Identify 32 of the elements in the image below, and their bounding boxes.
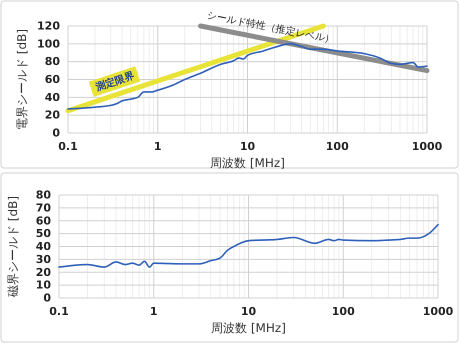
- y-tick-label: 40: [36, 240, 52, 254]
- y-tick-label: 0: [52, 126, 60, 140]
- y-tick-label: 60: [36, 214, 52, 228]
- x-tick-label: 0.1: [49, 304, 69, 318]
- y-tick-label: 50: [36, 227, 52, 240]
- x-tick-label: 1000: [422, 304, 454, 318]
- x-tick-label: 100: [326, 140, 350, 153]
- text: 測定限界: [93, 69, 136, 94]
- y-tick-label: 10: [36, 278, 52, 292]
- y-tick-label: 40: [44, 90, 60, 104]
- y-tick-label: 0: [43, 292, 52, 305]
- y-tick-label: 70: [36, 201, 52, 214]
- x-tick-label: 0.1: [58, 140, 78, 153]
- x-tick-label: 1: [150, 304, 158, 318]
- y-tick-label: 20: [36, 266, 52, 279]
- x-tick-label: 1000: [412, 140, 443, 153]
- y-tick-label: 30: [36, 252, 52, 266]
- y-tick-label: 80: [44, 55, 60, 68]
- y-axis-title: 電界シールド [dB]: [15, 28, 29, 130]
- y-tick-label: 100: [37, 37, 60, 50]
- y-axis-title: 磁界シールド [dB]: [6, 196, 20, 298]
- x-tick-label: 1: [154, 140, 162, 153]
- y-tick-label: 80: [36, 188, 52, 202]
- text: シールド特性（推定レベル）: [206, 9, 336, 46]
- y-tick-label: 20: [44, 108, 60, 122]
- x-axis-title: 周波数 [MHz]: [210, 156, 285, 170]
- x-axis-title: 周波数 [MHz]: [211, 321, 286, 335]
- x-tick-label: 10: [240, 304, 256, 318]
- x-tick-label: 100: [332, 304, 356, 318]
- y-tick-label: 120: [37, 20, 60, 33]
- y-tick-label: 60: [44, 73, 60, 86]
- x-tick-label: 10: [240, 140, 256, 153]
